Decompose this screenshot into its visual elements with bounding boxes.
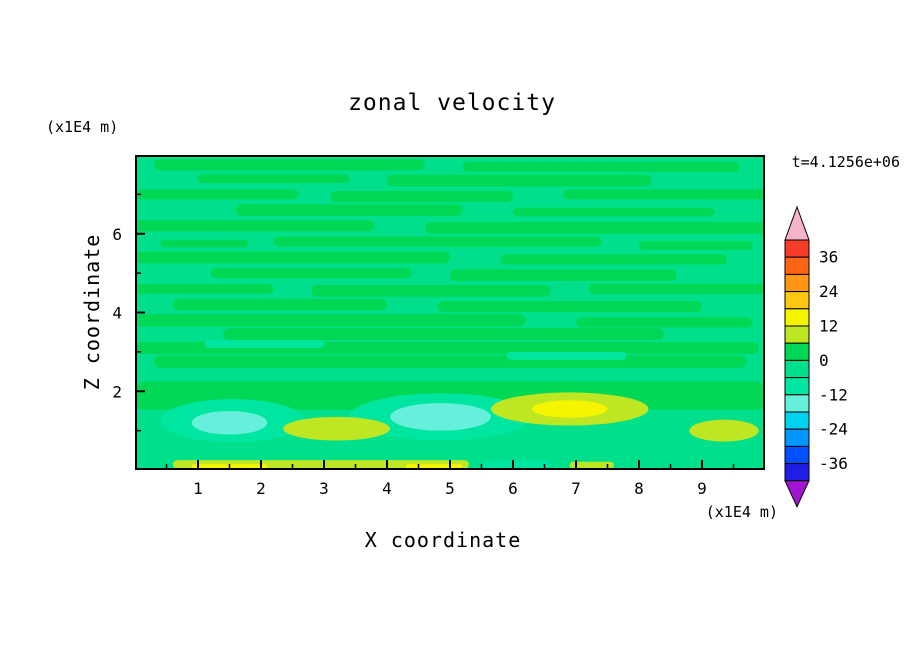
z-tick-label: 2 [112, 382, 122, 401]
contour-band [135, 189, 299, 200]
colorbar-segment [784, 239, 810, 258]
contour-band [563, 189, 765, 200]
contour-band [135, 251, 450, 264]
contour-blob [689, 419, 759, 442]
x-tick-label: 7 [571, 479, 581, 498]
colorbar-segment [784, 273, 810, 293]
colorbar-segment [784, 428, 810, 447]
x-tick-label: 6 [508, 479, 518, 498]
contour-band [437, 301, 702, 313]
contour-band [450, 269, 677, 281]
contour-band [330, 190, 513, 202]
contour-band [153, 159, 425, 171]
colorbar-arrow-over [784, 205, 810, 241]
time-annotation: t=4.1256e+06 [791, 153, 900, 171]
colorbar-tick-label: 0 [819, 351, 829, 370]
x-tick-label: 5 [445, 479, 455, 498]
x-tick-label: 3 [319, 479, 329, 498]
contour-band [424, 221, 765, 234]
contour-plot: 1 2 3 4 5 6 7 8 9 2 4 6 [112, 155, 765, 498]
contour-band [153, 355, 747, 369]
x-tick-label: 9 [697, 479, 707, 498]
colorbar-segment [784, 377, 810, 396]
contour-band [204, 340, 324, 348]
contour-band [500, 254, 728, 265]
contour-blob [191, 410, 268, 435]
contour-band [135, 284, 274, 294]
colorbar-tick-label: -24 [819, 420, 848, 439]
colorbar-tick-label: -12 [819, 385, 848, 404]
x-axis-units: (x1E4 m) [705, 503, 778, 521]
z-tick-label: 4 [112, 304, 122, 323]
contour-band [462, 161, 740, 172]
colorbar-segment [784, 291, 810, 310]
y-axis-label: Z coordinate [80, 233, 104, 391]
colorbar-segment [784, 394, 810, 413]
contour-blob [531, 400, 608, 418]
contour-band [311, 284, 551, 297]
contour-band [135, 314, 526, 327]
x-tick-label: 8 [634, 479, 644, 498]
colorbar-tick-label: 12 [819, 317, 838, 336]
colorbar-segment [784, 463, 810, 482]
colorbar-segment [784, 308, 810, 327]
contour-blob [283, 416, 391, 441]
colorbar: 36 24 12 0 -12 -24 -36 [784, 205, 848, 508]
x-axis-label: X coordinate [364, 528, 522, 552]
colorbar-segment [784, 342, 810, 361]
colorbar-arrow-under [784, 480, 810, 508]
y-axis-units: (x1E4 m) [46, 118, 119, 136]
contour-band [273, 236, 602, 247]
contour-band [235, 204, 463, 217]
contour-band [506, 351, 627, 360]
colorbar-tick-label: 24 [819, 282, 838, 301]
colorbar-segment [784, 359, 810, 379]
contour-band [588, 283, 765, 294]
field-layer [135, 155, 765, 470]
x-tick-label: 1 [193, 479, 203, 498]
contour-band [160, 239, 249, 248]
colorbar-segment [784, 325, 810, 344]
colorbar-tick-label: 36 [819, 248, 838, 267]
contour-band [223, 328, 665, 341]
contour-band [210, 268, 413, 279]
contour-band [135, 220, 375, 232]
contour-band [513, 207, 715, 217]
x-tick-label: 2 [256, 479, 266, 498]
x-tick-label: 4 [382, 479, 392, 498]
contour-band [569, 461, 614, 469]
contour-band [198, 174, 350, 183]
colorbar-segment [784, 411, 810, 430]
contour-band [639, 241, 753, 250]
contour-band [387, 174, 652, 187]
contour-band [576, 317, 753, 328]
plot-title: zonal velocity [348, 90, 556, 116]
colorbar-tick-label: -36 [819, 454, 848, 473]
z-tick-label: 6 [112, 225, 122, 244]
contour-band [172, 298, 387, 311]
contour-blob [390, 403, 491, 431]
colorbar-segment [784, 445, 810, 465]
contour-band [481, 460, 551, 469]
colorbar-segment [784, 256, 810, 275]
